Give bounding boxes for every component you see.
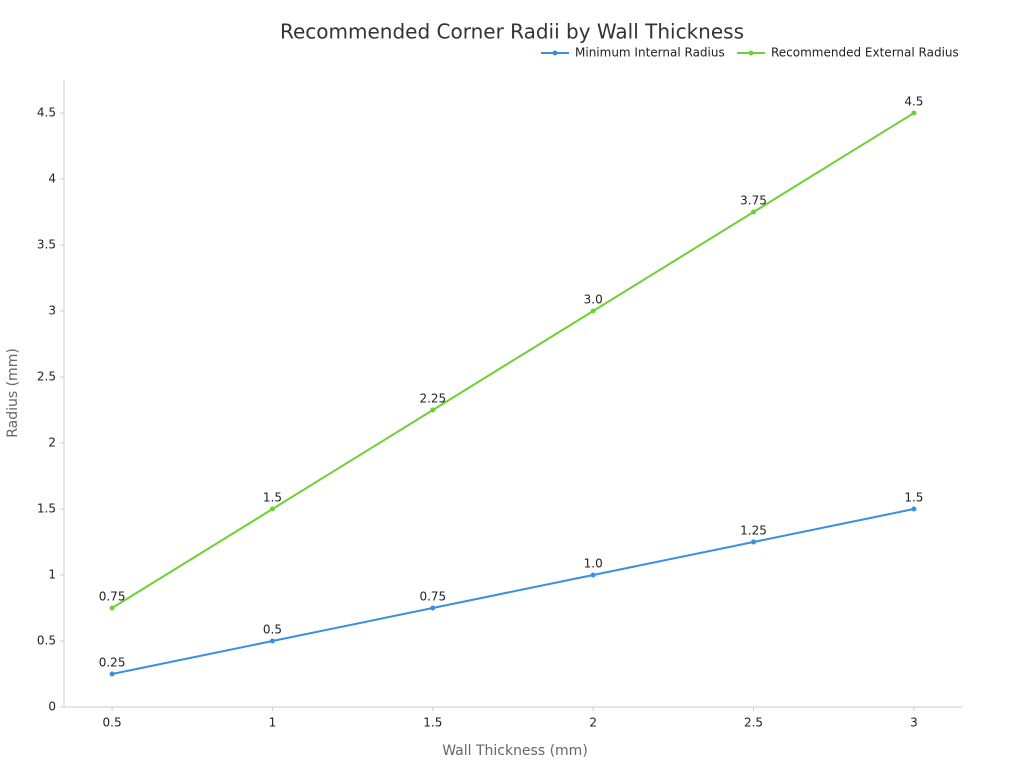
series-line [111,508,915,675]
data-label: 1.5 [904,491,923,505]
point [109,671,115,677]
data-label: 0.75 [99,590,126,604]
y-tick-label: 1.5 [37,502,56,516]
x-tick-label: 1 [269,716,277,730]
legend-marker [552,50,558,56]
point [430,407,436,413]
x-tick-label: 0.5 [103,716,122,730]
x-tick-label: 3 [910,716,918,730]
y-tick-label: 0.5 [37,634,56,648]
point [269,638,275,644]
legend-label: Recommended External Radius [771,46,959,60]
data-label: 0.5 [263,623,282,637]
data-label: 3.75 [740,194,767,208]
point [751,539,757,545]
y-tick-label: 2 [48,436,56,450]
y-axis-title: Radius (mm) [5,348,21,438]
data-label: 0.75 [419,590,446,604]
point [911,110,917,116]
y-tick-label: 4 [48,172,56,186]
point [751,209,757,215]
chart-title: Recommended Corner Radii by Wall Thickne… [280,20,744,44]
y-tick-label: 2.5 [37,370,56,384]
y-tick-label: 0 [48,700,56,714]
data-label: 2.25 [419,392,446,406]
x-tick-label: 2.5 [744,716,763,730]
data-label: 1.25 [740,524,767,538]
legend-label: Minimum Internal Radius [575,46,725,60]
y-tick-label: 3 [48,304,56,318]
point [269,506,275,512]
y-tick-label: 4.5 [37,106,56,120]
legend-marker [748,50,754,56]
data-label: 1.5 [263,491,282,505]
point [109,605,115,611]
data-label: 4.5 [904,95,923,109]
point [590,572,596,578]
x-axis-title: Wall Thickness (mm) [442,743,588,759]
series-line [111,112,915,609]
point [590,308,596,314]
y-tick-label: 3.5 [37,238,56,252]
data-label: 0.25 [99,656,126,670]
data-label: 1.0 [584,557,603,571]
x-tick-label: 2 [589,716,597,730]
data-label: 3.0 [584,293,603,307]
point [911,506,917,512]
y-tick-label: 1 [48,568,56,582]
point [430,605,436,611]
x-tick-label: 1.5 [423,716,442,730]
